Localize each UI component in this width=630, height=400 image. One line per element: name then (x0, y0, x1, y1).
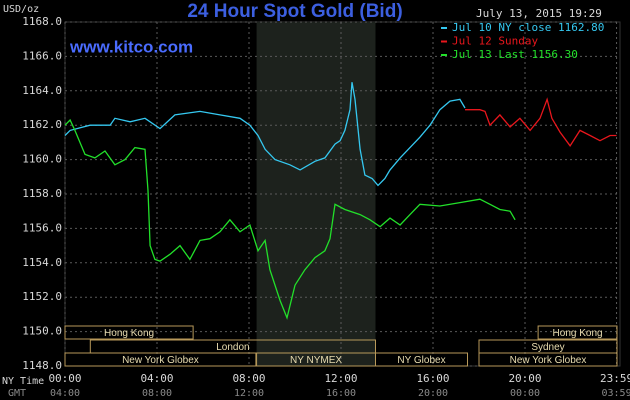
session-label: London (216, 342, 249, 353)
y-tick-label: 1166.0 (22, 49, 62, 62)
x2-tick-label: 20:00 (418, 388, 448, 399)
y-axis-label: USD/oz (3, 4, 39, 15)
session-label: Hong Kong (104, 328, 154, 339)
session-label: NY Globex (397, 355, 445, 366)
session-box (375, 352, 468, 367)
x-tick-label: 12:00 (324, 372, 357, 385)
timestamp: July 13, 2015 19:29 (476, 7, 602, 20)
legend-label: Jul 13 Last 1156.30 (452, 48, 578, 61)
y-tick-label: 1164.0 (22, 84, 62, 97)
y-tick-label: 1154.0 (22, 256, 62, 269)
legend-label: Jul 12 Sunday (452, 35, 538, 48)
x2-tick-label: 00:00 (510, 388, 540, 399)
session-box (64, 352, 257, 367)
session-box (537, 325, 618, 340)
x-tick-label: 20:00 (508, 372, 541, 385)
y-tick-label: 1168.0 (22, 15, 62, 28)
price-line (465, 97, 617, 147)
x-tick-label: 04:00 (140, 372, 173, 385)
session-label: New York Globex (122, 355, 199, 366)
y-tick-label: 1150.0 (22, 325, 62, 338)
session-label: NY NYMEX (290, 355, 342, 366)
session-box (478, 352, 618, 367)
x-tick-label: 08:00 (232, 372, 265, 385)
y-tick-label: 1158.0 (22, 187, 62, 200)
price-line (64, 82, 466, 187)
session-label: Hong Kong (553, 328, 603, 339)
session-label: New York Globex (510, 355, 587, 366)
session-box (64, 325, 194, 340)
x-axis-label: NY Time (2, 376, 44, 387)
y-tick-label: 1160.0 (22, 153, 62, 166)
x2-tick-label: 16:00 (326, 388, 356, 399)
x-tick-label: 23:59 (600, 372, 630, 385)
session-label: Sydney (531, 342, 564, 353)
y-tick-label: 1148.0 (22, 359, 62, 372)
x-tick-label: 16:00 (416, 372, 449, 385)
x2-tick-label: 12:00 (234, 388, 264, 399)
price-line (64, 118, 516, 320)
x2-tick-label: 08:00 (142, 388, 172, 399)
x-tick-label: 00:00 (48, 372, 81, 385)
y-tick-label: 1152.0 (22, 290, 62, 303)
legend-label: Jul 10 NY close 1162.80 (452, 21, 604, 34)
x2-axis-label: GMT (8, 388, 26, 399)
source-label: www.kitco.com (69, 37, 193, 56)
x2-tick-label: 03:59 (601, 388, 630, 399)
chart-title: 24 Hour Spot Gold (Bid) (187, 1, 402, 22)
y-tick-label: 1162.0 (22, 118, 62, 131)
y-tick-label: 1156.0 (22, 221, 62, 234)
x2-tick-label: 04:00 (50, 388, 80, 399)
